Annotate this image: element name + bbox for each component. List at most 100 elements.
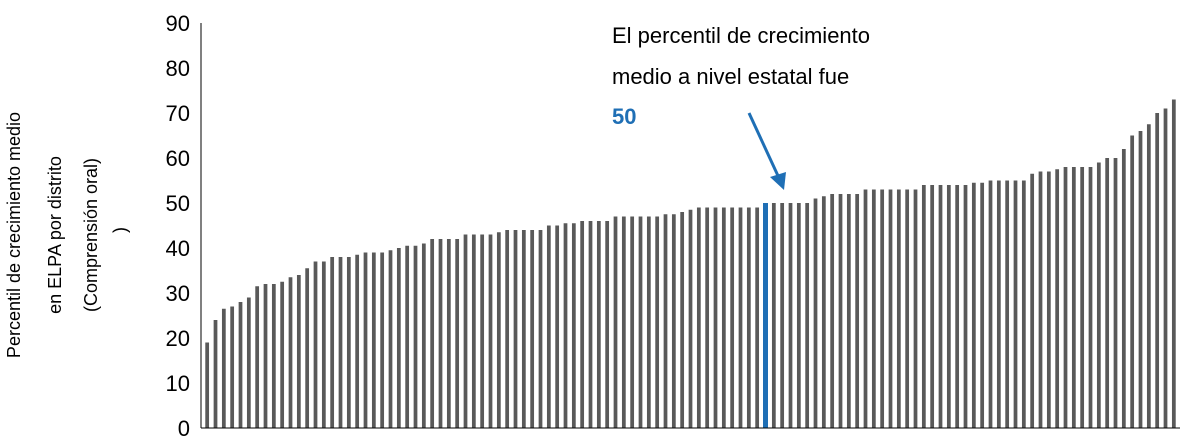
y-axis-label: Percentil de crecimiento medio en ELPA p… (4, 112, 130, 358)
y-tick-label: 10 (166, 371, 190, 396)
annotation-arrow-head (770, 172, 786, 190)
bar (1038, 171, 1043, 428)
bar (1063, 167, 1068, 428)
y-tick-label: 30 (166, 281, 190, 306)
bar (1146, 124, 1151, 428)
bar (871, 189, 876, 428)
bar (1138, 131, 1143, 428)
bar (863, 189, 868, 428)
bar (605, 221, 610, 428)
bar (346, 257, 351, 428)
y-axis-label-line-3: (Comprensión oral) (81, 158, 101, 312)
bar (1096, 162, 1101, 428)
bar (796, 203, 801, 428)
bar (313, 261, 318, 428)
bar (1105, 158, 1110, 428)
bar (663, 214, 668, 428)
state-median-bar (763, 203, 768, 428)
bar (963, 185, 968, 428)
bar (946, 185, 951, 428)
bar (830, 194, 835, 428)
bar (305, 268, 310, 428)
bar (521, 230, 526, 428)
bar (988, 180, 993, 428)
bar (230, 306, 235, 428)
bar (688, 209, 693, 428)
bar (1055, 169, 1060, 428)
annotation-arrow (747, 112, 781, 179)
bar (738, 207, 743, 428)
bar (855, 194, 860, 428)
y-axis-ticks: 0 10 20 30 40 50 60 70 80 90 (166, 11, 190, 439)
y-tick-label: 20 (166, 326, 190, 351)
bar (596, 221, 601, 428)
bar (1113, 158, 1118, 428)
bar (505, 230, 510, 428)
y-axis-label-line-4: ) (110, 227, 130, 233)
bar (280, 281, 285, 428)
bar (671, 214, 676, 428)
bar (1030, 173, 1035, 428)
bar (1021, 180, 1026, 428)
y-tick-label: 60 (166, 146, 190, 171)
bar (396, 248, 401, 428)
bar (1046, 171, 1051, 428)
annotation-value: 50 (612, 104, 636, 129)
bar (421, 243, 426, 428)
bar (1171, 99, 1176, 428)
bar (255, 286, 260, 428)
bar (630, 216, 635, 428)
bar (363, 252, 368, 428)
bar (896, 189, 901, 428)
bar (555, 225, 560, 428)
bar (805, 203, 810, 428)
bar (238, 302, 243, 428)
y-tick-label: 80 (166, 56, 190, 81)
bar (746, 207, 751, 428)
bar (846, 194, 851, 428)
bar (880, 189, 885, 428)
bar (246, 297, 251, 428)
bar (480, 234, 485, 428)
bar (563, 223, 568, 428)
bar (1163, 108, 1168, 428)
bar (955, 185, 960, 428)
bar (263, 284, 268, 428)
y-axis-label-line-1: Percentil de crecimiento medio (4, 112, 24, 358)
bar (705, 207, 710, 428)
bar (996, 180, 1001, 428)
bar (638, 216, 643, 428)
bar (388, 250, 393, 428)
bar (330, 257, 335, 428)
bar (755, 207, 760, 428)
annotation: El percentil de crecimiento medio a nive… (612, 23, 870, 190)
bar (538, 230, 543, 428)
bar (221, 308, 226, 428)
bar (338, 257, 343, 428)
bar (680, 212, 685, 428)
bar (1013, 180, 1018, 428)
bar (613, 216, 618, 428)
bar (1121, 149, 1126, 428)
bar (488, 234, 493, 428)
bar (905, 189, 910, 428)
bar (430, 239, 435, 428)
bar (646, 216, 651, 428)
y-tick-label: 0 (178, 416, 190, 439)
bar (496, 232, 501, 428)
bars (205, 99, 1176, 428)
bar (838, 194, 843, 428)
bar (355, 254, 360, 428)
bar (813, 198, 818, 428)
bar (413, 245, 418, 428)
bar (371, 252, 376, 428)
bar (721, 207, 726, 428)
bar (788, 203, 793, 428)
bar (455, 239, 460, 428)
bar (438, 239, 443, 428)
bar (546, 225, 551, 428)
bar (288, 277, 293, 428)
bar (296, 275, 301, 428)
bar (530, 230, 535, 428)
